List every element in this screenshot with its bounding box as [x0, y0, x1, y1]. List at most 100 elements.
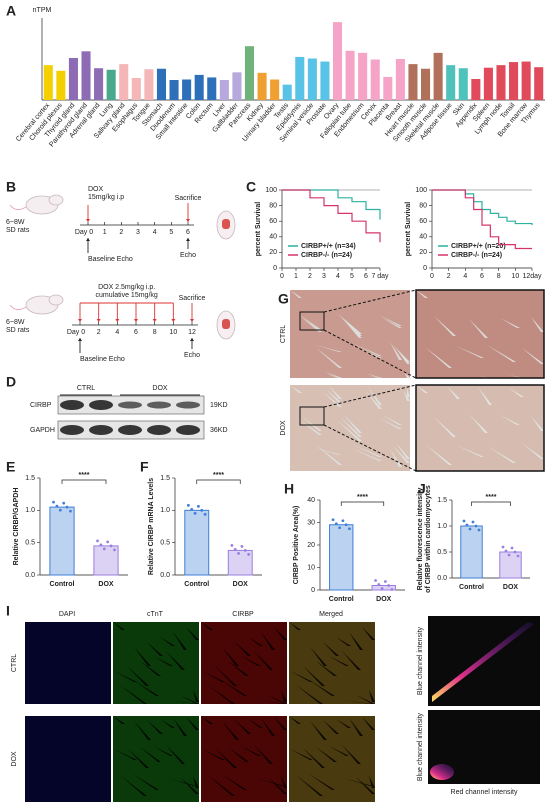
- image-texture: [228, 747, 249, 762]
- panel-label: C: [246, 179, 256, 195]
- x-tick-label: 1: [294, 273, 298, 280]
- image-texture: [396, 443, 410, 459]
- rat-label: 6~8W: [6, 319, 25, 326]
- dot: [233, 548, 237, 551]
- row-label: DOX: [11, 751, 18, 767]
- y-axis-label: Relative CIRBP mRNA Levels: [148, 478, 155, 575]
- image-texture: [113, 716, 125, 724]
- bar: [144, 69, 154, 100]
- zoom-line: [323, 289, 417, 313]
- image-texture: [133, 680, 159, 696]
- image-texture: [222, 647, 239, 666]
- bar: [534, 67, 544, 100]
- dot: [65, 505, 69, 509]
- arrowhead: [115, 319, 120, 322]
- dot: [501, 545, 505, 549]
- bar: [521, 61, 531, 100]
- zoom-line: [323, 329, 417, 379]
- image-texture: [456, 445, 484, 457]
- image-texture: [208, 685, 235, 704]
- image-texture: [173, 718, 187, 736]
- image-texture: [166, 745, 185, 764]
- day-label: 8: [153, 329, 157, 336]
- zoom-frame: [415, 384, 545, 472]
- significance-label: ****: [213, 472, 224, 479]
- bar: [131, 77, 141, 100]
- significance-label: ****: [357, 494, 368, 501]
- image-texture: [140, 661, 161, 676]
- image-texture: [186, 627, 199, 640]
- image-texture: [315, 444, 342, 465]
- image-texture: [201, 716, 213, 724]
- image-texture: [365, 390, 382, 409]
- image-texture: [390, 342, 402, 360]
- sacrifice-label: Sacrifice: [179, 295, 206, 302]
- image-texture: [356, 777, 375, 794]
- image: [25, 716, 111, 802]
- y-tick-label: 60: [269, 218, 277, 225]
- image-texture: [336, 719, 351, 728]
- dot: [387, 584, 391, 587]
- image-texture: [456, 346, 484, 358]
- image-texture: [281, 690, 287, 702]
- image-texture: [362, 717, 375, 730]
- arrowhead: [186, 219, 190, 222]
- dot: [465, 523, 469, 527]
- bar: [358, 52, 368, 100]
- bar: [182, 79, 192, 100]
- image-texture: [310, 721, 327, 740]
- image-texture: [509, 388, 524, 397]
- bar: [458, 68, 468, 100]
- dot: [510, 546, 514, 550]
- image: [416, 290, 544, 378]
- dot: [106, 540, 110, 544]
- image-texture: [379, 418, 402, 429]
- legend-label: CIRBP-/- (n=24): [301, 252, 352, 259]
- survival-curve: [282, 189, 381, 243]
- image-texture: [342, 745, 361, 764]
- dot: [462, 519, 466, 523]
- row-label: DOX: [280, 420, 287, 436]
- image-texture: [469, 319, 488, 338]
- image-texture: [425, 347, 452, 368]
- panel-label: E: [6, 459, 15, 475]
- image-texture: [425, 444, 452, 465]
- arrowhead: [96, 319, 101, 322]
- column-label: Merged: [319, 611, 343, 618]
- scatter-density: [430, 764, 454, 780]
- image-texture: [160, 719, 175, 728]
- image-texture: [167, 700, 197, 704]
- day-label: 6: [186, 229, 190, 236]
- y-axis-label: CIRBP Positive Area(%): [293, 506, 300, 585]
- image-texture: [153, 746, 173, 756]
- drug-label: 15mg/kg i.p: [88, 194, 124, 201]
- dot: [344, 523, 348, 527]
- image-texture: [349, 718, 363, 736]
- bar: [509, 62, 519, 100]
- rat-icon: [9, 204, 27, 211]
- dot: [513, 550, 517, 554]
- bar: [370, 59, 380, 100]
- image-texture: [469, 414, 488, 433]
- day-label: 6: [134, 329, 138, 336]
- rat-icon: [9, 304, 27, 311]
- image: [290, 385, 410, 471]
- image-texture: [281, 776, 287, 788]
- image-texture: [186, 717, 199, 730]
- heart-icon: [222, 219, 230, 229]
- blot-band: [176, 401, 200, 409]
- y-axis-label: Blue channel intensity: [417, 626, 424, 695]
- dot: [96, 539, 99, 543]
- x-tick-label: 4: [463, 273, 467, 280]
- blot-band: [60, 400, 84, 410]
- image-texture: [369, 690, 375, 702]
- y-tick-label: 0.5: [437, 549, 447, 556]
- dot: [102, 547, 106, 551]
- day-label: 4: [115, 329, 119, 336]
- x-tick-label: 0: [280, 273, 284, 280]
- blot-row-label: GAPDH: [30, 427, 55, 434]
- image-texture: [160, 637, 175, 646]
- bar: [227, 549, 253, 576]
- bar: [184, 509, 210, 576]
